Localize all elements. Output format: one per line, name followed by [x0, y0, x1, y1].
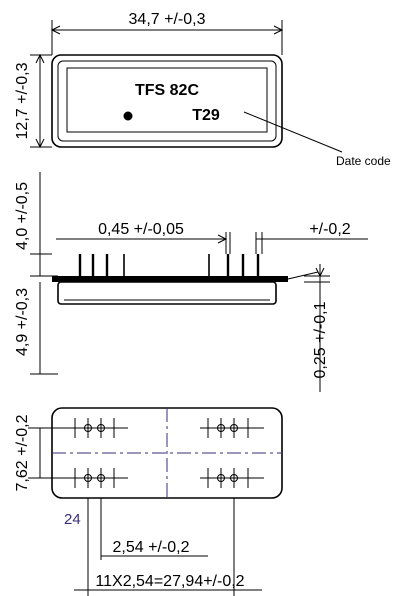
pin-thickness-dim-text: 0,25 +/-0,1: [312, 301, 329, 378]
top-body-inner: [57, 60, 277, 142]
date-code-value: T29: [192, 107, 220, 124]
pin1-dot-icon: [123, 111, 133, 121]
pitch-dim-text: 2,54 +/-0,2: [113, 539, 190, 556]
side-view: 4,0 +/-0,5 4,9 +/-0,3 0,45 +/-0,05 +/-0,…: [14, 172, 368, 392]
pin-width-dim-text: 0,45 +/-0,05: [98, 221, 184, 238]
top-label-area: [66, 67, 268, 133]
pin-offset-dim-text: +/-0,2: [309, 221, 350, 238]
date-code-leader: [243, 111, 343, 153]
side-body: [57, 281, 277, 305]
pin-number-label: 24: [64, 511, 81, 528]
side-pin-height-text: 4,0 +/-0,5: [14, 182, 31, 250]
side-plate-tab: [287, 271, 319, 280]
part-number: TFS 82C: [135, 82, 199, 99]
top-width-dim-text: 34,7 +/-0,3: [129, 11, 206, 28]
top-body-outer: [51, 54, 283, 148]
top-view: 34,7 +/-0,3 TFS 82C T29 Date code 12,7 +…: [14, 11, 391, 168]
side-body-height-text: 4,9 +/-0,3: [14, 288, 31, 356]
bottom-view: 7,62 +/-0,2 24 2,54 +/-0,2 11X2,54=27,94…: [14, 407, 283, 596]
top-height-dim-text: 12,7 +/-0,3: [14, 62, 31, 139]
date-code-label: Date code: [336, 154, 391, 168]
side-plate: [52, 276, 288, 282]
bottom-height-dim-text: 7,62 +/-0,2: [14, 414, 31, 491]
span-dim-text: 11X2,54=27,94+/-0,2: [95, 573, 244, 590]
